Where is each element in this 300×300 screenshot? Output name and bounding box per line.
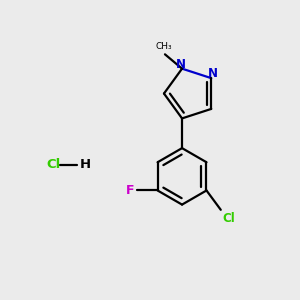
Text: CH₃: CH₃: [155, 42, 172, 51]
Text: Cl: Cl: [46, 158, 60, 171]
Text: N: N: [176, 58, 186, 71]
Text: Cl: Cl: [222, 212, 235, 225]
Text: N: N: [208, 68, 218, 80]
Text: F: F: [126, 184, 134, 197]
Text: H: H: [80, 158, 91, 171]
